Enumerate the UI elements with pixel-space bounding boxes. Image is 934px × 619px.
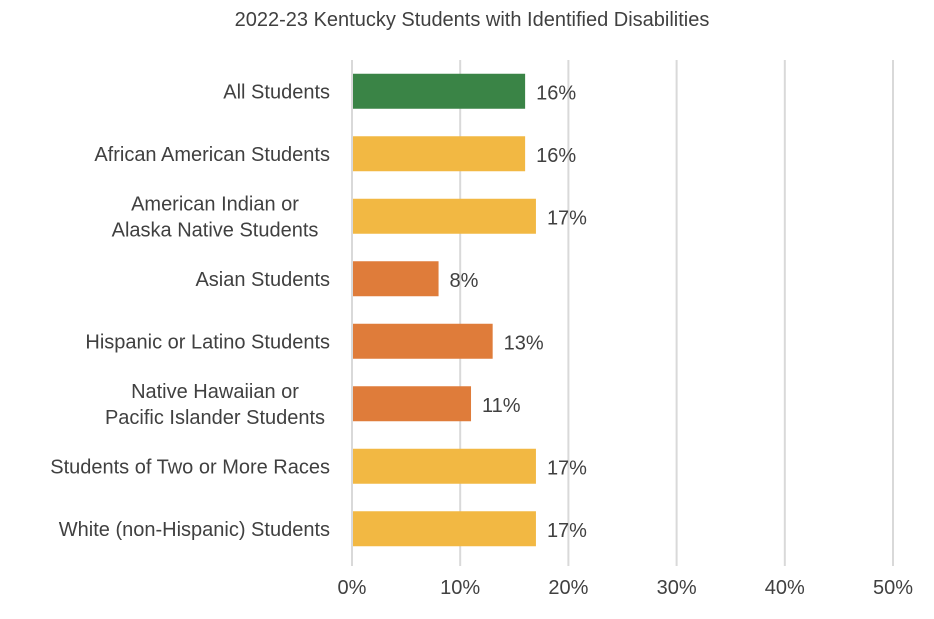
x-tick-label: 50%: [873, 577, 913, 599]
bar: [353, 136, 526, 172]
bar: [353, 73, 526, 109]
data-label: 16%: [536, 145, 576, 167]
bar: [353, 323, 493, 359]
x-tick-label: 10%: [440, 577, 480, 599]
category-label-line: American Indian or: [131, 193, 299, 215]
category-label-line: Hispanic or Latino Students: [85, 331, 330, 353]
bar: [353, 448, 536, 484]
category-label-line: Alaska Native Students: [112, 219, 319, 241]
category-label-line: All Students: [223, 81, 330, 103]
x-tick-label: 0%: [338, 577, 367, 599]
data-label: 17%: [547, 207, 587, 229]
data-label: 17%: [547, 520, 587, 542]
category-label: White (non-Hispanic) Students: [59, 519, 330, 541]
category-label: Students of Two or More Races: [50, 456, 330, 478]
category-label-line: White (non-Hispanic) Students: [59, 519, 330, 541]
bar: [353, 511, 536, 547]
category-label: African American Students: [94, 144, 330, 166]
x-tick-label: 40%: [765, 577, 805, 599]
category-label-line: African American Students: [94, 144, 330, 166]
bar: [353, 198, 536, 234]
category-label: American Indian or Alaska Native Students: [112, 193, 319, 241]
category-label-line: Native Hawaiian or: [131, 381, 299, 403]
bar: [353, 386, 472, 422]
category-label: All Students: [223, 81, 330, 103]
category-label-line: Pacific Islander Students: [105, 407, 325, 429]
category-label-line: Asian Students: [195, 269, 330, 291]
bar: [353, 261, 439, 297]
data-label: 11%: [482, 395, 521, 417]
chart-title: 2022-23 Kentucky Students with Identifie…: [235, 9, 710, 31]
data-label: 8%: [450, 270, 479, 292]
x-tick-label: 20%: [548, 577, 588, 599]
category-label: Hispanic or Latino Students: [85, 331, 330, 353]
category-label: Native Hawaiian or Pacific Islander Stude…: [105, 381, 325, 429]
data-label: 17%: [547, 457, 587, 479]
x-tick-label: 30%: [657, 577, 697, 599]
data-label: 16%: [536, 82, 576, 104]
data-label: 13%: [504, 332, 544, 354]
category-label-line: Students of Two or More Races: [50, 456, 330, 478]
category-label: Asian Students: [195, 269, 330, 291]
